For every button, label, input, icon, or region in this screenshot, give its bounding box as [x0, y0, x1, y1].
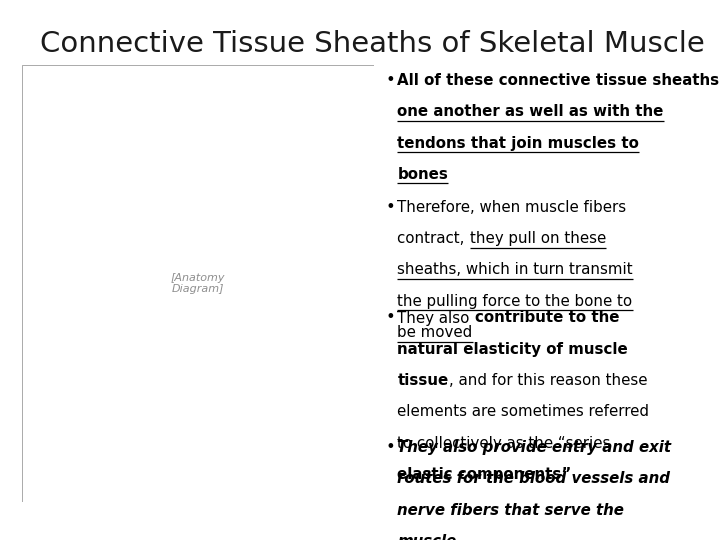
Text: sheaths, which in turn transmit: sheaths, which in turn transmit [397, 262, 633, 278]
Text: routes for the blood vessels and: routes for the blood vessels and [397, 471, 670, 487]
Text: They also: They also [397, 310, 474, 326]
Text: be moved: be moved [397, 325, 473, 340]
Text: tendons that join muscles to: tendons that join muscles to [397, 136, 639, 151]
Text: bones: bones [397, 167, 449, 182]
Text: nerve fibers that serve the: nerve fibers that serve the [397, 503, 624, 518]
Text: tissue: tissue [397, 373, 449, 388]
Text: contribute to the: contribute to the [474, 310, 619, 326]
Text: , and for this reason these: , and for this reason these [449, 373, 647, 388]
Text: the pulling force to the bone to: the pulling force to the bone to [397, 294, 633, 309]
Text: All of these connective tissue sheaths are: All of these connective tissue sheaths a… [397, 73, 720, 88]
Text: elements are sometimes referred: elements are sometimes referred [397, 404, 649, 420]
Text: contract,: contract, [397, 231, 469, 246]
Text: elastic components”: elastic components” [397, 467, 572, 482]
Text: •: • [385, 73, 395, 88]
Text: they pull on these: they pull on these [469, 231, 606, 246]
Text: [Anatomy
Diagram]: [Anatomy Diagram] [171, 273, 225, 294]
Text: Connective Tissue Sheaths of Skeletal Muscle: Connective Tissue Sheaths of Skeletal Mu… [40, 30, 704, 58]
Text: to collectively as the “series: to collectively as the “series [397, 436, 611, 451]
Text: •: • [385, 310, 395, 326]
Text: Therefore, when muscle fibers: Therefore, when muscle fibers [397, 200, 626, 215]
Text: muscle: muscle [397, 534, 456, 540]
Text: They also provide entry and exit: They also provide entry and exit [397, 440, 672, 455]
Text: natural elasticity of muscle: natural elasticity of muscle [397, 342, 628, 357]
Text: •: • [385, 200, 395, 215]
Text: •: • [385, 440, 395, 455]
Text: one another as well as with the: one another as well as with the [397, 104, 664, 119]
